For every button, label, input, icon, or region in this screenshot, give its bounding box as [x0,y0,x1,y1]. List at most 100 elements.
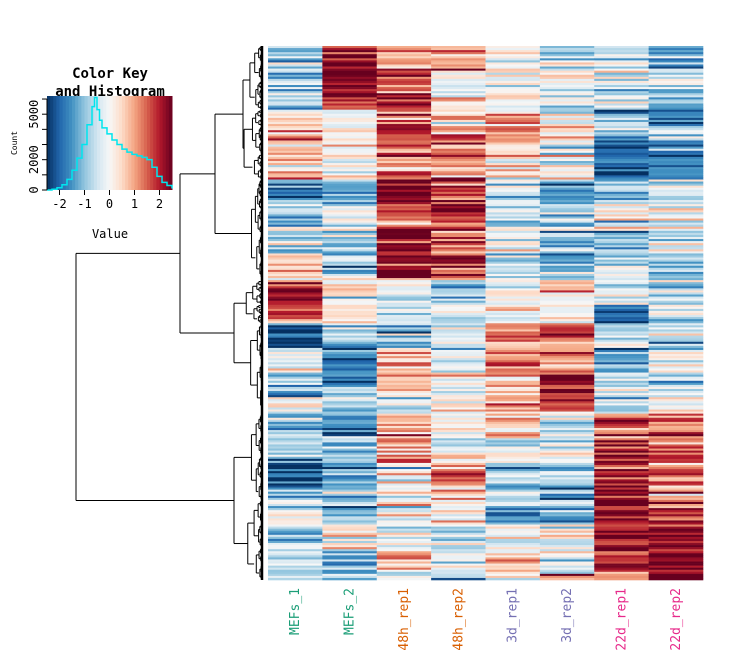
heatmap-cell [268,290,323,293]
heatmap-cell [322,401,378,404]
heatmap-cell [594,142,649,145]
heatmap-cell [376,167,432,170]
heatmap-cell [268,163,323,166]
heatmap-cell [376,512,432,515]
heatmap-cell [594,259,649,262]
heatmap-cell [539,372,595,375]
heatmap-cell [376,454,432,458]
heatmap-cell [485,103,541,106]
heatmap-cell [485,206,541,209]
heatmap-cell [539,438,595,441]
heatmap-cell [322,547,378,550]
heatmap-cell [648,497,704,501]
heatmap-cell [322,493,378,497]
heatmap-cell [539,66,595,69]
heatmap-cell [322,239,378,242]
heatmap-cell [376,163,432,166]
heatmap-cell [594,173,649,176]
heatmap-cell [539,167,595,170]
heatmap-cell [648,354,704,357]
heatmap-cell [648,89,704,92]
heatmap-cell [376,204,432,207]
heatmap-cell [376,91,432,94]
heatmap-cell [322,107,378,110]
heatmap-cell [376,485,432,488]
heatmap-cell [376,341,432,345]
heatmap-cell [376,538,432,542]
heatmap-cell [431,58,486,61]
heatmap-cell [539,95,595,98]
heatmap-cell [268,499,323,503]
color-key-y-tick-label: 5000 [27,100,41,129]
heatmap-cell [376,518,432,521]
heatmap-cell [322,360,378,363]
heatmap-cell [268,212,323,215]
heatmap-cell [485,343,541,347]
heatmap-cell [376,360,432,363]
heatmap-cell [594,97,649,100]
heatmap-cell [268,165,323,168]
heatmap-cell [648,74,704,78]
heatmap-cell [322,298,378,301]
heatmap-cell [485,339,541,343]
heatmap-cell [594,335,649,338]
heatmap-cell [322,432,378,435]
heatmap-cell [539,553,595,556]
heatmap-cell [594,72,649,76]
heatmap-cell [431,413,486,416]
heatmap-cell [431,563,486,566]
heatmap-cell [322,567,378,571]
heatmap-cell [539,52,595,55]
heatmap-cell [322,200,378,203]
heatmap-cell [431,103,486,106]
heatmap-cell [431,208,486,211]
heatmap-cell [322,331,378,334]
heatmap-cell [648,107,704,110]
heatmap-cell [539,471,595,474]
heatmap-cell [431,278,486,281]
heatmap-cell [539,197,595,201]
heatmap-cell [376,284,432,287]
heatmap-cell [539,247,595,250]
heatmap-cell [594,473,649,476]
heatmap-cell [594,308,649,312]
heatmap-cell [268,216,323,219]
heatmap-cell [485,481,541,484]
heatmap-cell [376,559,432,562]
heatmap-cell [539,202,595,205]
heatmap-cell [268,551,323,554]
heatmap-cell [322,237,378,240]
heatmap-cell [539,107,595,110]
heatmap-cell [648,222,704,225]
heatmap-cell [485,382,541,386]
heatmap-cell [322,97,378,100]
heatmap-cell [539,540,595,544]
heatmap-cell [594,234,649,238]
heatmap-cell [594,436,649,439]
heatmap-cell [648,228,704,232]
heatmap-cell [431,232,486,236]
heatmap-cell [648,146,704,149]
heatmap-cell [485,349,541,353]
heatmap-cell [539,93,595,96]
heatmap-cell [485,255,541,258]
heatmap-cell [539,189,595,193]
heatmap-cell [376,419,432,423]
color-key-gradient [47,96,173,190]
heatmap-cell [539,397,595,400]
heatmap-cell [485,241,541,244]
heatmap-cell [268,321,323,324]
heatmap-cell [594,243,649,246]
heatmap-cell [322,508,378,511]
heatmap-cell [648,415,704,419]
heatmap-cell [431,204,486,207]
heatmap-cell [322,273,378,277]
heatmap-cell [431,419,486,423]
heatmap-cell [376,56,432,59]
heatmap-cell [322,397,378,400]
color-key-swatch [140,96,145,190]
heatmap-cell [594,218,649,221]
heatmap-cell [268,460,323,464]
heatmap-cell [431,60,486,63]
heatmap-cell [322,95,378,98]
